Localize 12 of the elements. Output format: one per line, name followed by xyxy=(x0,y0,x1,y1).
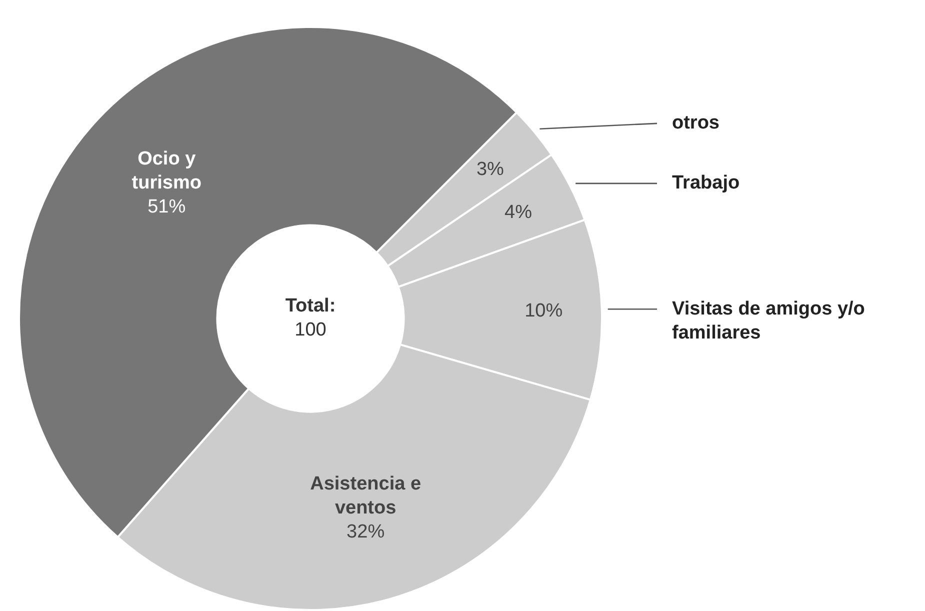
data-label: 51% xyxy=(148,196,186,218)
text: Total: xyxy=(285,296,336,317)
slice-label: Asistencia e ventos xyxy=(310,473,422,518)
slice-label: Trabajo xyxy=(672,172,740,194)
text: 100 xyxy=(294,320,326,341)
slice-label: Ocio y turismo xyxy=(132,148,202,194)
data-label: 3% xyxy=(476,159,504,180)
slice-label: Visitas de amigos y/o familiares xyxy=(672,298,865,344)
data-label: 32% xyxy=(346,521,385,542)
slice-label: otros xyxy=(672,112,720,134)
data-label: 4% xyxy=(504,202,532,223)
data-label: 10% xyxy=(524,300,563,322)
